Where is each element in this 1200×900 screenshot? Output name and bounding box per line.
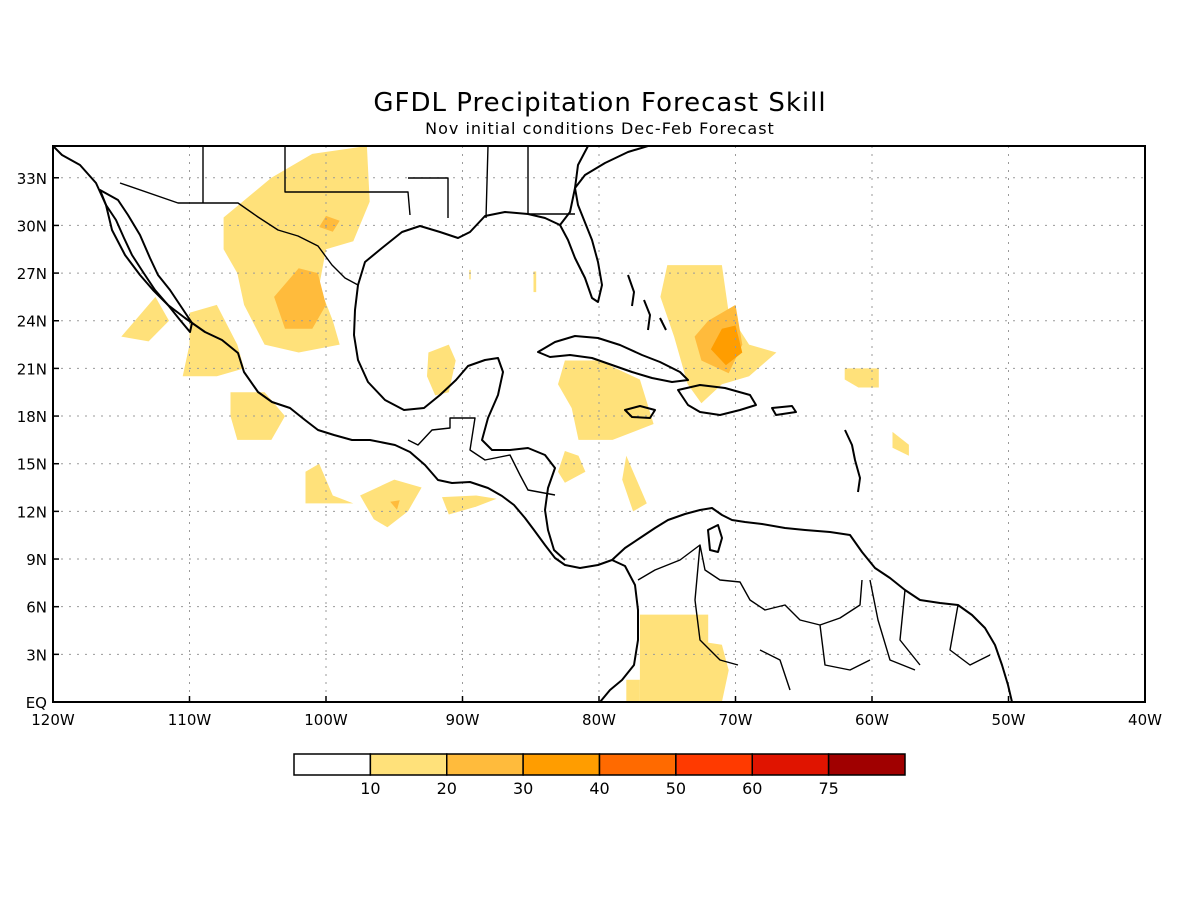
skill-region-13 [622,455,647,512]
skill-region-4 [182,304,245,377]
colorbar-label: 40 [589,779,609,798]
longitude-tick-labels: 120W 110W 100W 90W 80W 70W 60W 50W 40W [31,696,1162,729]
skill-region-11 [558,360,654,440]
colorbar-label: 10 [360,779,380,798]
skill-region-23 [533,271,537,293]
coastline-layer [53,146,1013,702]
cuba-coastline [537,335,689,383]
skill-region-21 [626,679,640,702]
lesser-antilles [844,429,861,493]
skill-region-7 [360,479,422,528]
colorbar-swatch-0 [293,753,372,776]
south-america-coastline [611,507,1013,702]
colorbar-swatch-7 [827,753,906,776]
pacific-coastline [53,146,639,702]
gulf-coastline [353,146,589,561]
colorbar-label: 60 [742,779,762,798]
lat-tick-label: 27N [17,265,47,283]
us-state-lines [202,146,575,219]
lon-tick-label: 90W [446,711,480,729]
lon-tick-label: 40W [1128,711,1162,729]
lon-tick-label: 120W [31,711,75,729]
lon-tick-label: 70W [719,711,753,729]
lon-tick-label: 60W [855,711,889,729]
us-mexico-border [119,182,359,286]
skill-region-3 [121,296,169,342]
colorbar-swatch-1 [369,753,448,776]
lake-maracaibo [707,524,723,553]
skill-region-1 [274,268,326,329]
skill-region-16 [710,325,743,366]
colorbar-label: 20 [437,779,457,798]
hispaniola-coastline [677,384,757,416]
central-america-borders [407,417,556,496]
lon-tick-label: 80W [582,711,616,729]
colorbar-swatch-3 [522,753,601,776]
lat-tick-label: 9N [26,551,47,569]
skill-region-20 [674,641,729,702]
florida-coastline [559,187,603,303]
skill-region-12 [558,451,586,483]
skill-region-6 [305,463,354,504]
lat-tick-label: 12N [17,503,47,521]
skill-region-8 [390,500,400,510]
lat-tick-label: 21N [17,360,47,378]
colorbar-swatch-6 [751,753,830,776]
us-east-coastline [574,146,649,189]
baja-california-coastline [99,189,193,333]
jamaica-coastline [624,405,656,419]
colorbar-swatch-2 [446,753,524,776]
skill-region-5 [230,392,285,440]
skill-region-17 [844,368,879,388]
lat-tick-label: 30N [17,217,47,235]
bahamas-islands [627,274,667,331]
lat-tick-label: 3N [26,646,47,664]
lat-tick-label: 33N [17,170,47,188]
colorbar-swatch-4 [598,753,677,776]
colorbar: 10 20 30 40 50 60 75 [293,753,906,798]
latitude-tick-labels: EQ 3N 6N 9N 12N 15N 18N 21N 24N 27N 30N 33N [17,170,59,712]
puerto-rico-coastline [771,405,797,416]
skill-region-10 [427,344,456,396]
lat-tick-label: 24N [17,313,47,331]
south-america-borders [637,544,991,691]
country-borders-layer [119,146,991,691]
lat-tick-label: 15N [17,456,47,474]
lon-tick-label: 110W [168,711,212,729]
colorbar-label: 30 [513,779,533,798]
colorbar-label: 50 [666,779,686,798]
lon-tick-label: 50W [992,711,1026,729]
lon-tick-label: 100W [304,711,348,729]
skill-region-18 [892,431,909,456]
map-subtitle: Nov initial conditions Dec-Feb Forecast [425,119,775,138]
colorbar-swatch-5 [675,753,753,776]
skill-region-22 [469,269,471,280]
skill-region-2 [319,215,340,232]
colorbar-label: 75 [818,779,838,798]
lat-tick-label: 6N [26,599,47,617]
lat-tick-label: 18N [17,408,47,426]
skill-region-9 [442,495,497,515]
skill-region-0 [223,146,370,353]
map-title: GFDL Precipitation Forecast Skill [373,88,826,118]
lat-tick-label: EQ [26,694,47,712]
skill-shading-layer [121,146,909,702]
plot-area [53,146,1145,702]
